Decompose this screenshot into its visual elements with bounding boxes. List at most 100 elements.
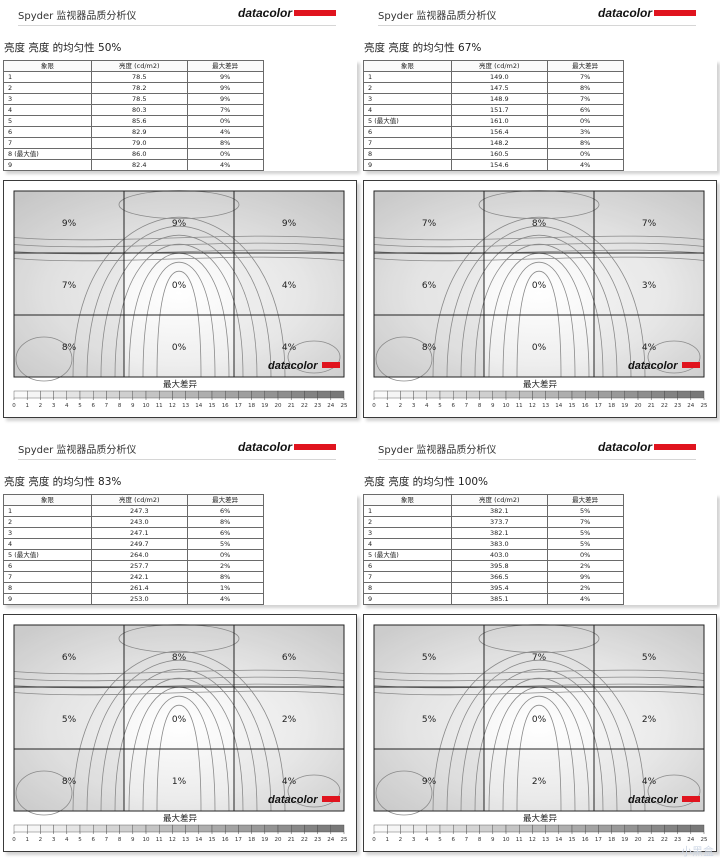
cell-shade	[594, 625, 704, 687]
legend-swatch	[413, 390, 427, 399]
contour-line	[516, 704, 562, 812]
luminance-cell: 253.0	[90, 593, 188, 605]
legend-swatch	[106, 390, 120, 399]
luminance-cell: 395.4	[450, 582, 548, 594]
quadrant-cell: 4	[3, 538, 92, 550]
difference-cell: 7%	[546, 71, 624, 83]
luminance-cell: 247.3	[90, 505, 188, 517]
table-row: 7 148.2 8%	[363, 137, 717, 149]
quadrant-diff-label: 7%	[62, 281, 77, 291]
luminance-table: 象限 亮度 (cd/m2) 最大差异 1 247.3 6% 2 243.0 8% 3 247.1 6%…	[3, 494, 357, 605]
legend-swatch	[198, 390, 213, 399]
luminance-cell: 82.9	[90, 126, 188, 138]
table-row: 3 78.5 9%	[3, 93, 357, 105]
quadrant-cell: 4	[363, 538, 452, 550]
legend-swatch	[387, 824, 401, 833]
legend-swatch	[106, 824, 120, 833]
legend-tick-label: 12	[529, 403, 536, 409]
legend-tick-label: 1	[25, 837, 29, 843]
difference-cell: 8%	[186, 571, 264, 583]
contour-line	[13, 242, 345, 248]
report-header: Spyder 监视器品质分析仪 datacolor	[18, 6, 336, 26]
legend-tick-label: 24	[687, 837, 694, 843]
quadrant-cell: 7	[3, 571, 92, 583]
legend-tick-label: 7	[465, 837, 469, 843]
table-spacer	[262, 60, 357, 72]
table-spacer	[622, 549, 717, 561]
table-row: 4 80.3 7%	[3, 104, 357, 116]
brand-text: datacolor	[237, 6, 292, 20]
legend-tick-label: 22	[661, 837, 668, 843]
table-row: 1 78.5 9%	[3, 71, 357, 83]
report-panel: Spyder 监视器品质分析仪 datacolor 亮度 亮度 的均匀性 50% 象限…	[0, 0, 360, 433]
legend-tick-label: 21	[288, 403, 295, 409]
legend-tick-label: 4	[425, 403, 429, 409]
legend-tick-label: 23	[314, 837, 321, 843]
quadrant-cell: 6	[3, 560, 92, 572]
difference-cell: 0%	[546, 549, 624, 561]
table-spacer	[622, 582, 717, 594]
legend-swatch	[637, 390, 652, 399]
quadrant-diff-label: 6%	[62, 653, 77, 663]
table-spacer	[622, 71, 717, 83]
quadrant-diff-label: 7%	[642, 219, 657, 229]
datacolor-logo: datacolor	[598, 440, 696, 454]
column-header: 最大差异	[546, 494, 624, 506]
legend-tick-label: 21	[648, 403, 655, 409]
quadrant-diff-label: 9%	[422, 777, 437, 787]
table-spacer	[262, 82, 357, 94]
luminance-cell: 148.9	[450, 93, 548, 105]
table-header-row: 象限 亮度 (cd/m2) 最大差异	[3, 60, 357, 72]
contour-line	[373, 256, 705, 262]
legend-swatch	[27, 390, 41, 399]
legend-swatch	[79, 390, 94, 399]
legend-tick-label: 13	[542, 837, 549, 843]
quadrant-diff-label: 2%	[282, 715, 297, 725]
table-spacer	[262, 148, 357, 160]
quadrant-cell: 1	[363, 71, 452, 83]
quadrant-diff-label: 8%	[422, 343, 437, 353]
quadrant-cell: 4	[3, 104, 92, 116]
contour-line	[647, 340, 701, 374]
difference-cell: 0%	[546, 115, 624, 127]
quadrant-cell: 5 (最大值)	[363, 549, 452, 561]
legend-swatch	[677, 390, 692, 399]
contour-line	[142, 261, 216, 378]
table-spacer	[262, 516, 357, 528]
legend-tick-label: 1	[25, 403, 29, 409]
legend-tick-label: 20	[275, 403, 282, 409]
contour-line	[432, 216, 646, 378]
cell-shade	[374, 315, 484, 377]
legend-tick-label: 24	[327, 837, 334, 843]
quadrant-diff-label: 5%	[62, 715, 77, 725]
legend-tick-label: 8	[118, 837, 122, 843]
legend-tick-label: 7	[105, 403, 109, 409]
difference-cell: 7%	[546, 93, 624, 105]
datacolor-logo: datacolor	[238, 6, 336, 20]
legend-tick-label: 0	[372, 403, 376, 409]
legend-swatch	[532, 824, 546, 833]
quadrant-diff-label: 2%	[532, 777, 547, 787]
legend-tick-label: 3	[412, 403, 416, 409]
plot-brand-text: datacolor	[628, 794, 678, 806]
difference-cell: 4%	[186, 159, 264, 171]
contour-line	[474, 243, 604, 378]
legend-swatch	[132, 390, 147, 399]
quadrant-cell: 6	[363, 126, 452, 138]
legend-tick-label: 0	[12, 837, 16, 843]
legend-swatch	[545, 824, 560, 833]
table-header-row: 象限 亮度 (cd/m2) 最大差异	[363, 494, 717, 506]
cell-shade	[234, 625, 344, 687]
table-spacer	[262, 93, 357, 105]
quadrant-diff-label: 9%	[172, 219, 187, 229]
luminance-cell: 85.6	[90, 115, 188, 127]
legend-tick-label: 12	[529, 837, 536, 843]
table-spacer	[262, 505, 357, 517]
column-header: 象限	[3, 494, 92, 506]
legend-swatch	[571, 824, 586, 833]
legend-swatch	[330, 824, 345, 833]
table-row: 8 (最大值) 86.0 0%	[3, 148, 357, 160]
legend-tick-label: 14	[195, 403, 202, 409]
legend-swatch	[558, 390, 573, 399]
table-row: 8 261.4 1%	[3, 582, 357, 594]
